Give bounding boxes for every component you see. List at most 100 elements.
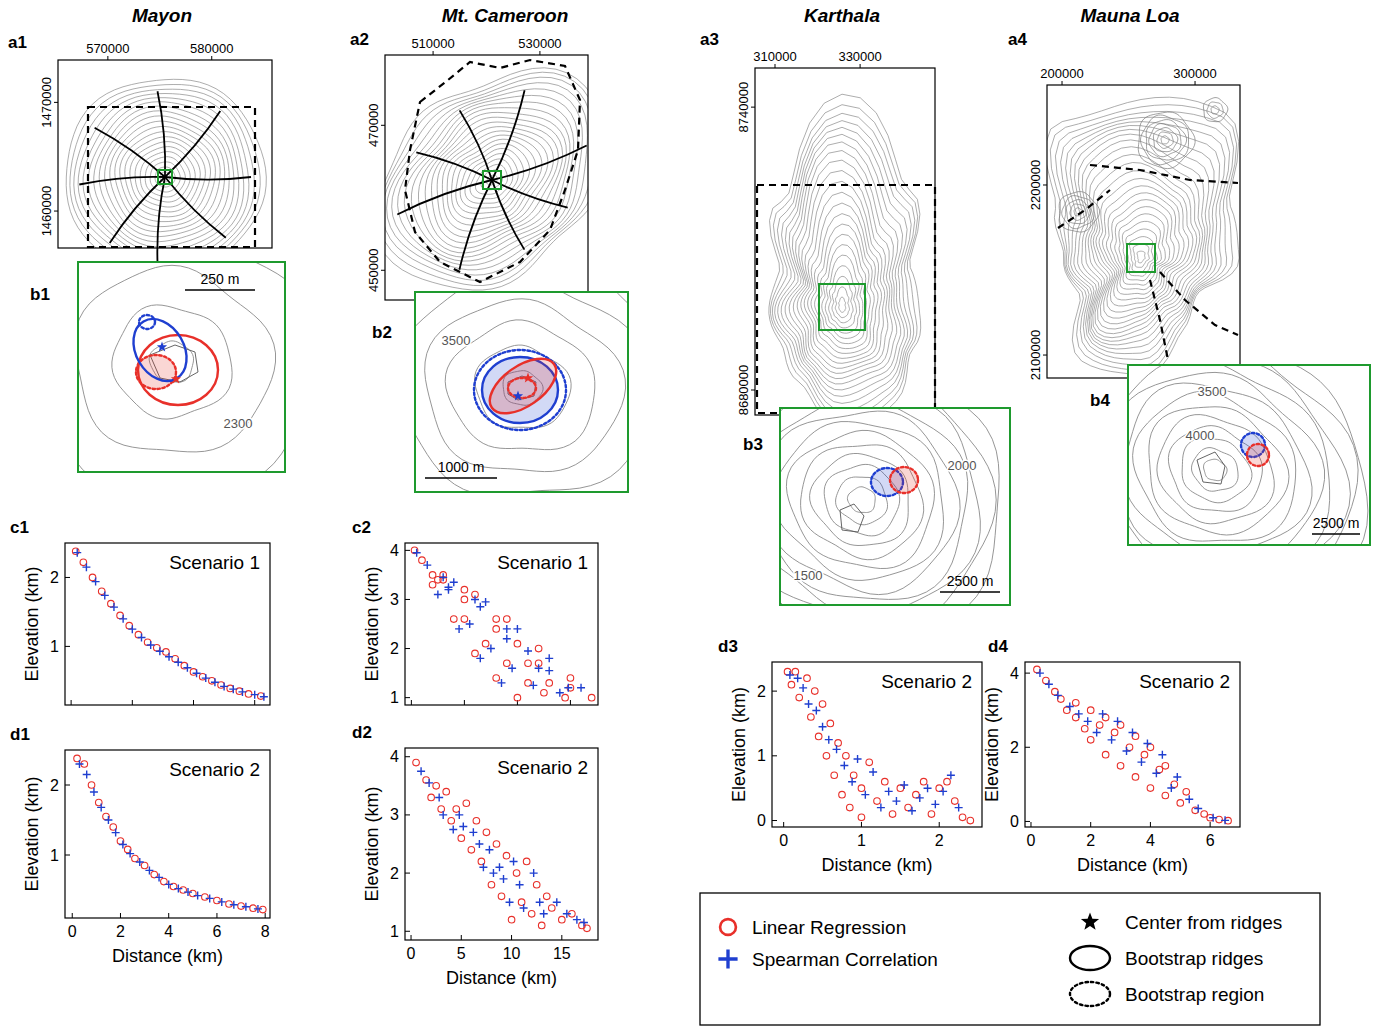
boundary [88,107,255,247]
inset-background [780,408,1010,605]
contour [74,89,255,248]
point-circle [936,785,943,792]
tick [411,700,412,705]
boundary [1150,280,1168,360]
panel-letter: b3 [743,435,763,454]
chart-title: Scenario 2 [497,757,588,778]
point-plus [854,755,862,763]
point-circle [443,788,450,795]
point-plus [254,905,262,913]
tick [751,107,755,108]
tick-label: 4 [164,923,173,940]
point-plus [417,767,425,775]
map-panel: 20000030000021000002200000a4 [1008,30,1240,380]
point-circle [483,829,490,836]
contour-label: 3500 [442,333,471,348]
scatter-panel: 0510151234Scenario 2Elevation (km)Distan… [352,723,598,988]
point-plus [1066,702,1074,710]
panel-letter: a2 [350,30,369,49]
point-circle [1177,800,1184,807]
contour [78,94,249,249]
column-title: Mayon [132,5,192,26]
point-plus [947,771,955,779]
axis-title: Distance (km) [1077,855,1188,875]
map-frame [755,68,935,415]
tick [772,691,777,692]
point-plus [1143,740,1151,748]
point-plus [455,625,463,633]
contour [780,408,968,599]
point-circle [108,600,115,607]
point-plus [931,800,939,808]
contour [1050,105,1236,371]
point-circle [504,616,511,623]
point-circle [493,616,500,623]
ridge [165,111,220,177]
point-plus [1173,773,1181,781]
point-plus [450,578,458,586]
contour [387,83,588,275]
map-contours [1047,97,1239,375]
contour [772,113,914,415]
point-plus [1099,710,1107,718]
point-circle [488,881,495,888]
point-plus [1129,728,1137,736]
point-plus [112,829,120,837]
contour [1149,124,1181,157]
point-circle [559,916,566,923]
point-plus [508,664,516,672]
chart-title: Scenario 2 [1139,671,1230,692]
point-plus [126,850,134,858]
ridge [110,177,165,243]
plot-frame [1025,662,1240,827]
point-plus [524,647,532,655]
point-circle [514,640,521,647]
tick [751,390,755,391]
point-circle [920,778,927,785]
point-circle [214,897,221,904]
point-plus [536,898,544,906]
axis-title: Distance (km) [446,968,557,988]
point-circle [1162,792,1169,799]
point-plus [155,873,163,881]
point-plus [805,700,813,708]
point-circle [1096,722,1103,729]
point-circle [819,701,826,708]
tick-label: 0 [68,923,77,940]
point-plus [136,858,144,866]
point-plus [500,875,508,883]
inset-panel: 350040002500 mb4 [1063,325,1371,608]
chart-title: Scenario 2 [881,671,972,692]
contour [771,105,918,415]
point-plus [119,841,127,849]
point-circle [811,688,818,695]
ridge [158,91,166,177]
tick-label: 2 [1010,739,1019,756]
point-circle [429,572,436,579]
point-circle [815,733,822,740]
tick [405,814,410,815]
point-circle [453,806,460,813]
contour [835,287,849,318]
tick [570,700,571,705]
tick-label: 0 [1027,832,1036,849]
contour [810,454,909,546]
bootstrap-region [1247,444,1269,466]
point-plus [128,625,136,633]
point-plus [799,684,807,692]
point-plus [861,791,869,799]
point-plus [503,625,511,633]
contour [793,160,892,379]
tick [132,700,133,705]
tick-label: 2 [935,832,944,849]
contour [415,292,628,492]
tick [405,756,410,757]
point-circle [535,645,542,652]
contour [419,112,567,253]
column-title: Karthala [804,5,880,26]
point-plus [513,625,521,633]
contour [112,305,232,419]
tick-label: 450000 [366,249,381,292]
point-circle [493,626,500,633]
contour [1061,117,1230,359]
